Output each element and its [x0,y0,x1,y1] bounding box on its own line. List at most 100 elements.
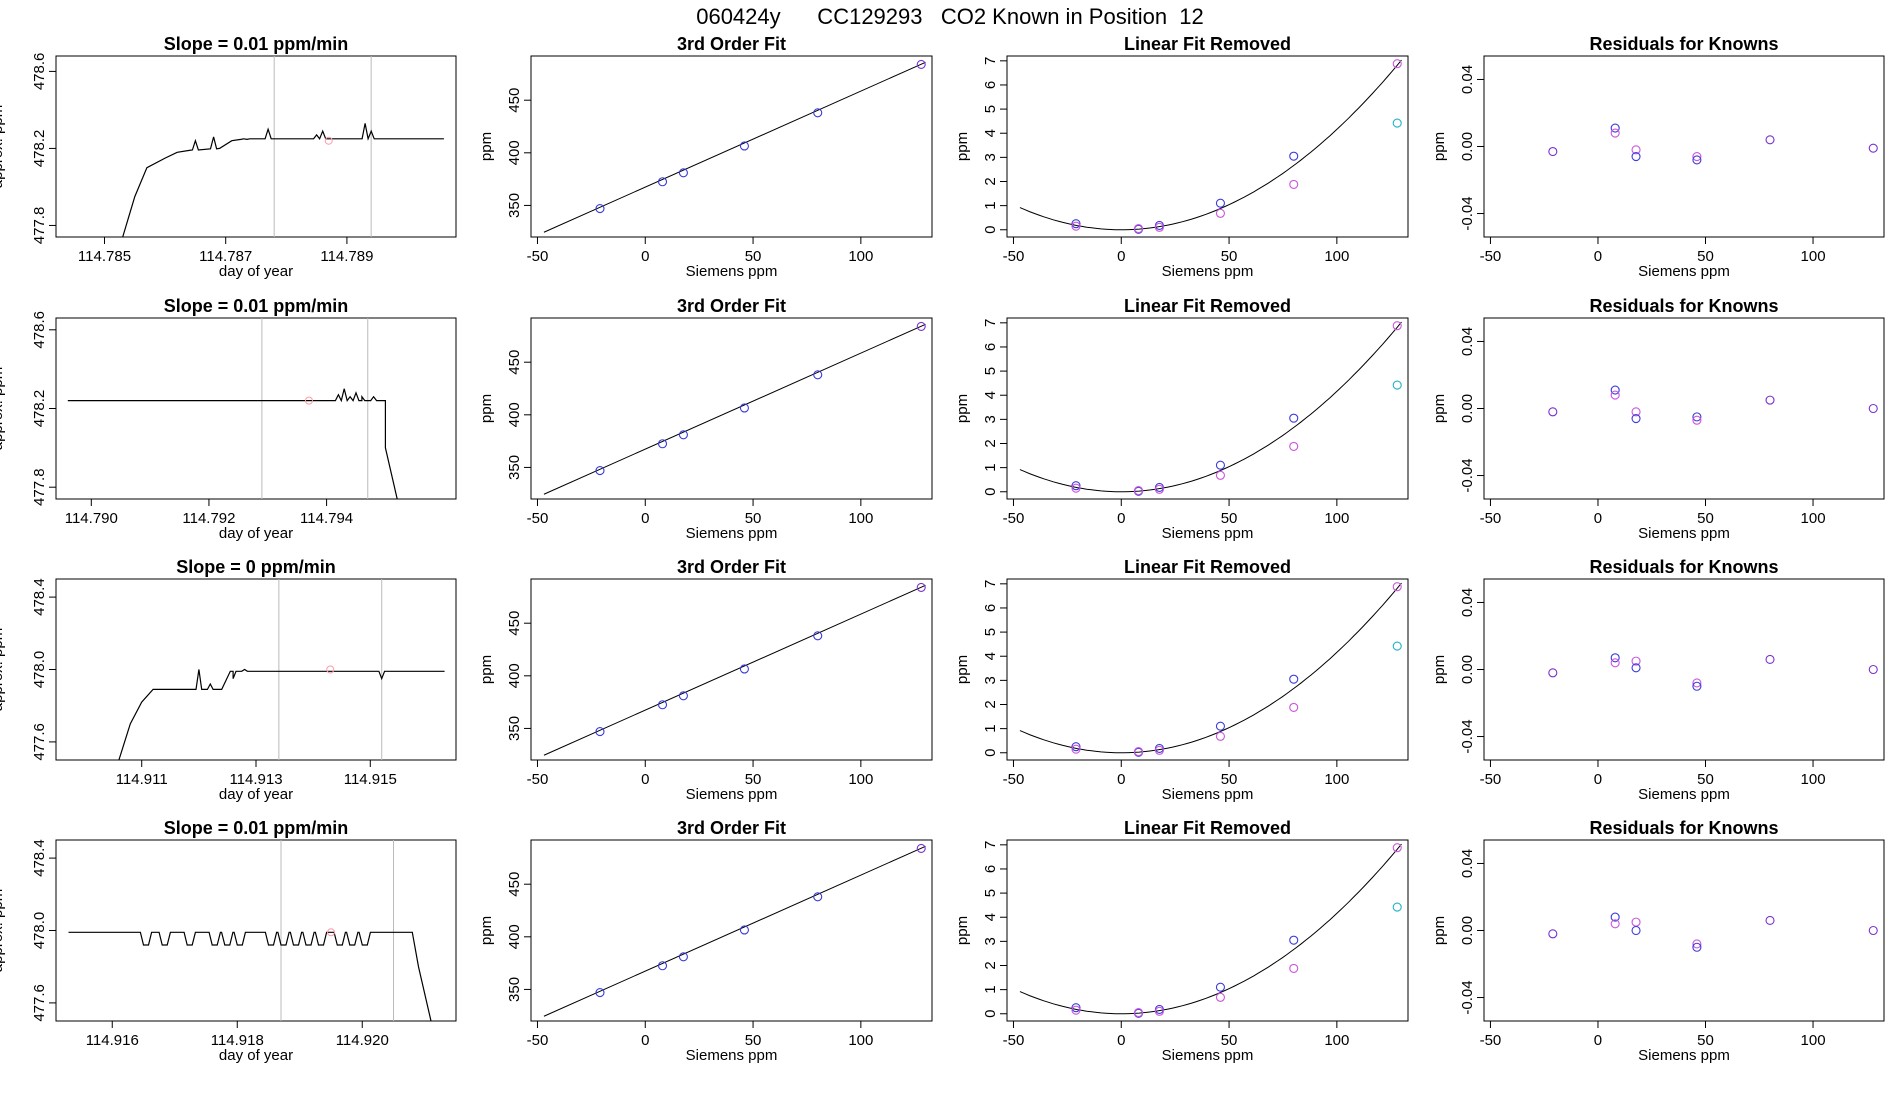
panel-linear-row3: Linear Fit Removed -50 0 50 100 Siemens ppm 0 1… [954,557,1409,803]
x-tick-label: 100 [1801,510,1826,527]
residual-point [1133,1008,1144,1018]
residual-point [1071,483,1081,493]
x-axis-label: Siemens ppm [686,263,778,280]
y-tick-label: 350 [506,716,523,741]
y-tick-label: 5 [982,105,999,113]
standard-point [813,892,823,902]
panel-linear-row1: Linear Fit Removed -50 0 50 100 Siemens ppm 0 1… [954,34,1409,280]
known-residual-point [1631,152,1641,162]
average-marker [326,665,335,674]
panel-title: Slope = 0 ppm/min [176,557,336,577]
x-tick-label: 50 [1221,510,1238,527]
plot-area [1019,59,1402,234]
residual-point [1215,460,1225,470]
plot-area [67,318,398,499]
x-tick-label: 114.790 [65,510,118,527]
y-tick-label: 6 [982,81,999,89]
residual-point [1071,219,1081,229]
plot-frame [1006,317,1409,500]
panel-slope-row4: Slope = 0.01 ppm/min 114.916 114.918 114.92… [0,818,457,1064]
y-tick-label: 7 [982,57,999,65]
plot-area [1548,123,1878,165]
y-tick-label: 0.00 [1459,132,1476,161]
known-residual-point [1631,407,1641,417]
x-tick-label: 100 [848,1032,873,1049]
residual-point [1289,151,1299,161]
x-tick-label: 114.916 [86,1032,139,1049]
y-tick-label: 400 [506,663,523,688]
y-tick-label: 3 [982,415,999,423]
x-tick-label: -50 [1480,510,1502,527]
standard-point [916,843,926,853]
y-tick-label: 450 [506,88,523,113]
standard-point [657,177,668,187]
standard-point [916,321,926,331]
y-axis: 477.6 478.0 478.4 [31,839,56,1022]
known-residual-point [1868,664,1878,675]
y-axis-label: approx. ppm [0,105,6,188]
plot-area [1019,321,1402,496]
residual-point [1289,413,1299,423]
panel-title: Slope = 0.01 ppm/min [164,34,349,54]
ppm-trace [68,931,432,1021]
x-tick-label: -50 [527,248,549,265]
y-tick-label: 0.00 [1459,655,1476,684]
plot-frame [530,839,933,1022]
y-tick-label: 478.0 [31,651,48,689]
residual-point [1392,59,1402,69]
known-residual-point [1868,403,1878,414]
x-tick-label: -50 [1003,248,1025,265]
plot-frame [1006,839,1409,1022]
y-tick-label: 7 [982,319,999,327]
known-residual-point [1868,925,1878,936]
y-axis-label: ppm [1431,132,1448,161]
x-tick-label: 100 [1324,1032,1349,1049]
y-tick-label: 0 [982,488,999,496]
x-axis: -50 0 50 100 [527,499,873,527]
y-tick-label: -0.04 [1459,719,1476,753]
x-axis: -50 0 50 100 [527,237,873,265]
x-tick-label: -50 [527,771,549,788]
residual-point [1392,380,1402,390]
fit-curve [543,61,926,233]
x-tick-label: 100 [1801,1032,1826,1049]
standard-point [657,961,668,971]
y-axis: 350 400 450 [506,872,531,1002]
x-tick-label: 50 [1697,248,1714,265]
y-axis-label: ppm [478,132,495,161]
y-tick-label: 477.8 [31,207,48,245]
residual-point [1215,731,1225,741]
x-axis: -50 0 50 100 [1003,760,1349,788]
plot-frame [1483,839,1885,1022]
known-residual-point [1692,942,1702,952]
x-axis-label: Siemens ppm [1162,525,1254,542]
residual-point [1215,208,1225,218]
residual-point [1133,747,1144,757]
y-tick-label: 0.00 [1459,916,1476,945]
known-residual-point [1610,658,1620,668]
x-axis: -50 0 50 100 [527,1021,873,1049]
y-tick-label: 0.04 [1459,65,1476,94]
panel-fit-row2: 3rd Order Fit -50 0 50 100 Siemens ppm 350 400 4… [478,296,933,542]
x-tick-label: 100 [1801,248,1826,265]
y-axis: 0 1 2 3 4 5 6 7 [982,841,1007,1018]
x-tick-label: -50 [527,1032,549,1049]
panel-fit-row3: 3rd Order Fit -50 0 50 100 Siemens ppm 350 400 4… [478,557,933,803]
standard-point [739,664,749,674]
x-tick-label: 50 [745,248,762,265]
known-residual-point [1548,929,1558,939]
x-tick-label: 50 [1697,510,1714,527]
plot-frame [1006,55,1409,238]
plot-area [68,840,432,1021]
x-tick-label: -50 [1480,1032,1502,1049]
y-tick-label: 2 [982,177,999,185]
x-axis-label: Siemens ppm [1162,1047,1254,1064]
y-axis: 0 1 2 3 4 5 6 7 [982,580,1007,757]
known-residual-point [1692,681,1702,691]
y-tick-label: 2 [982,439,999,447]
x-axis-label: day of year [219,525,293,542]
y-tick-label: 4 [982,129,999,137]
residual-point [1289,702,1299,712]
y-tick-label: 0 [982,749,999,757]
